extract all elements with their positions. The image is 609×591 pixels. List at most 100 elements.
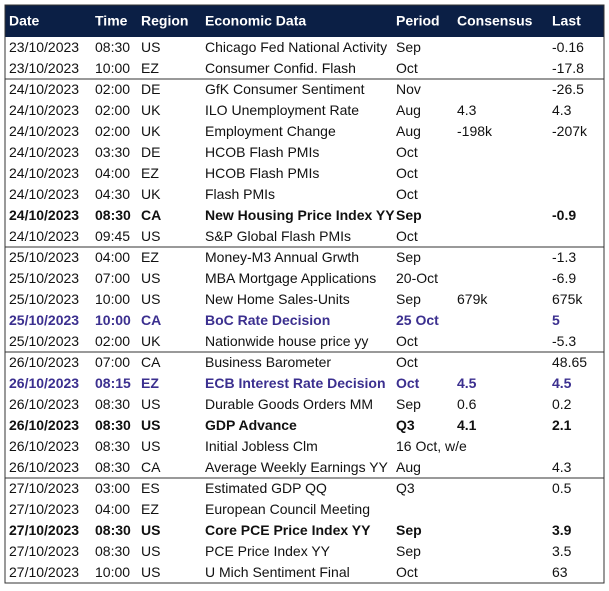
cell: US	[141, 522, 160, 538]
cell: US	[141, 39, 160, 55]
cell: 4.5	[552, 375, 572, 391]
cell: 4.3	[552, 459, 572, 475]
cell: 24/10/2023	[9, 123, 79, 139]
cell: 04:00	[95, 165, 130, 181]
cell: 4.3	[552, 102, 572, 118]
cell: Sep	[396, 522, 422, 538]
cell: 48.65	[552, 354, 587, 370]
cell: Sep	[396, 249, 421, 265]
cell: 08:30	[95, 543, 130, 559]
cell: Nationwide house price yy	[205, 333, 368, 349]
cell: US	[141, 438, 160, 454]
cell: ECB Interest Rate Decision	[205, 375, 386, 391]
cell: 08:30	[95, 438, 130, 454]
cell: US	[141, 270, 160, 286]
cell: EZ	[141, 60, 159, 76]
cell: 10:00	[95, 312, 131, 328]
cell: Estimated GDP QQ	[205, 480, 327, 496]
cell: Oct	[396, 354, 418, 370]
cell: 24/10/2023	[9, 207, 79, 223]
cell: EZ	[141, 249, 159, 265]
cell: 04:00	[95, 249, 130, 265]
cell: Chicago Fed National Activity	[205, 39, 387, 55]
cell: 03:00	[95, 480, 130, 496]
cell: 24/10/2023	[9, 144, 79, 160]
cell: 24/10/2023	[9, 81, 79, 97]
cell: Nov	[396, 81, 421, 97]
cell: UK	[141, 102, 161, 118]
cell: 02:00	[95, 102, 130, 118]
cell: 08:30	[95, 417, 131, 433]
cell: -26.5	[552, 81, 584, 97]
cell: US	[141, 396, 160, 412]
cell: 26/10/2023	[9, 438, 79, 454]
cell: 09:45	[95, 228, 130, 244]
cell: 04:00	[95, 501, 130, 517]
cell: Oct	[396, 228, 418, 244]
cell: -17.8	[552, 60, 584, 76]
cell: European Council Meeting	[205, 501, 370, 517]
column-header: Time	[95, 13, 128, 29]
cell: 08:30	[95, 396, 130, 412]
cell: 24/10/2023	[9, 228, 79, 244]
cell: 4.1	[457, 417, 477, 433]
cell: 63	[552, 564, 568, 580]
cell: 03:30	[95, 144, 130, 160]
cell: Aug	[396, 459, 421, 475]
cell: 26/10/2023	[9, 354, 79, 370]
cell: Aug	[396, 102, 421, 118]
cell: 08:15	[95, 375, 131, 391]
cell: Oct	[396, 60, 418, 76]
column-header: Period	[396, 13, 440, 29]
cell: 23/10/2023	[9, 60, 79, 76]
cell: 26/10/2023	[9, 459, 79, 475]
cell: New Housing Price Index YY	[205, 207, 395, 223]
cell: Q3	[396, 480, 415, 496]
cell: Oct	[396, 144, 418, 160]
cell: US	[141, 228, 160, 244]
cell: Initial Jobless Clm	[205, 438, 318, 454]
cell: Sep	[396, 396, 421, 412]
cell: Sep	[396, 543, 421, 559]
column-header: Region	[141, 13, 188, 29]
cell: GfK Consumer Sentiment	[205, 81, 365, 97]
cell: Q3	[396, 417, 415, 433]
cell: S&P Global Flash PMIs	[205, 228, 351, 244]
cell: -1.3	[552, 249, 576, 265]
cell: 10:00	[95, 291, 130, 307]
cell: -0.16	[552, 39, 584, 55]
cell: -207k	[552, 123, 588, 139]
cell: 675k	[552, 291, 583, 307]
cell: CA	[141, 207, 161, 223]
cell: Average Weekly Earnings YY	[205, 459, 389, 475]
cell: -6.9	[552, 270, 576, 286]
cell: 4.3	[457, 102, 477, 118]
cell: 07:00	[95, 270, 130, 286]
table-border	[4, 4, 605, 584]
cell: Sep	[396, 39, 421, 55]
cell: CA	[141, 459, 161, 475]
cell: Flash PMIs	[205, 186, 275, 202]
cell: 24/10/2023	[9, 165, 79, 181]
cell: 10:00	[95, 564, 130, 580]
cell: 24/10/2023	[9, 102, 79, 118]
cell: 26/10/2023	[9, 396, 79, 412]
cell: GDP Advance	[205, 417, 297, 433]
cell: New Home Sales-Units	[205, 291, 350, 307]
cell: 07:00	[95, 354, 130, 370]
cell: UK	[141, 333, 161, 349]
cell: 2.1	[552, 417, 572, 433]
cell: 0.5	[552, 480, 572, 496]
cell: 16 Oct, w/e	[396, 438, 467, 454]
cell: DE	[141, 81, 160, 97]
cell: Oct	[396, 333, 418, 349]
cell: US	[141, 543, 160, 559]
cell: HCOB Flash PMIs	[205, 165, 319, 181]
cell: EZ	[141, 501, 159, 517]
cell: 679k	[457, 291, 488, 307]
cell: DE	[141, 144, 160, 160]
cell: Money-M3 Annual Grwth	[205, 249, 359, 265]
cell: 27/10/2023	[9, 480, 79, 496]
